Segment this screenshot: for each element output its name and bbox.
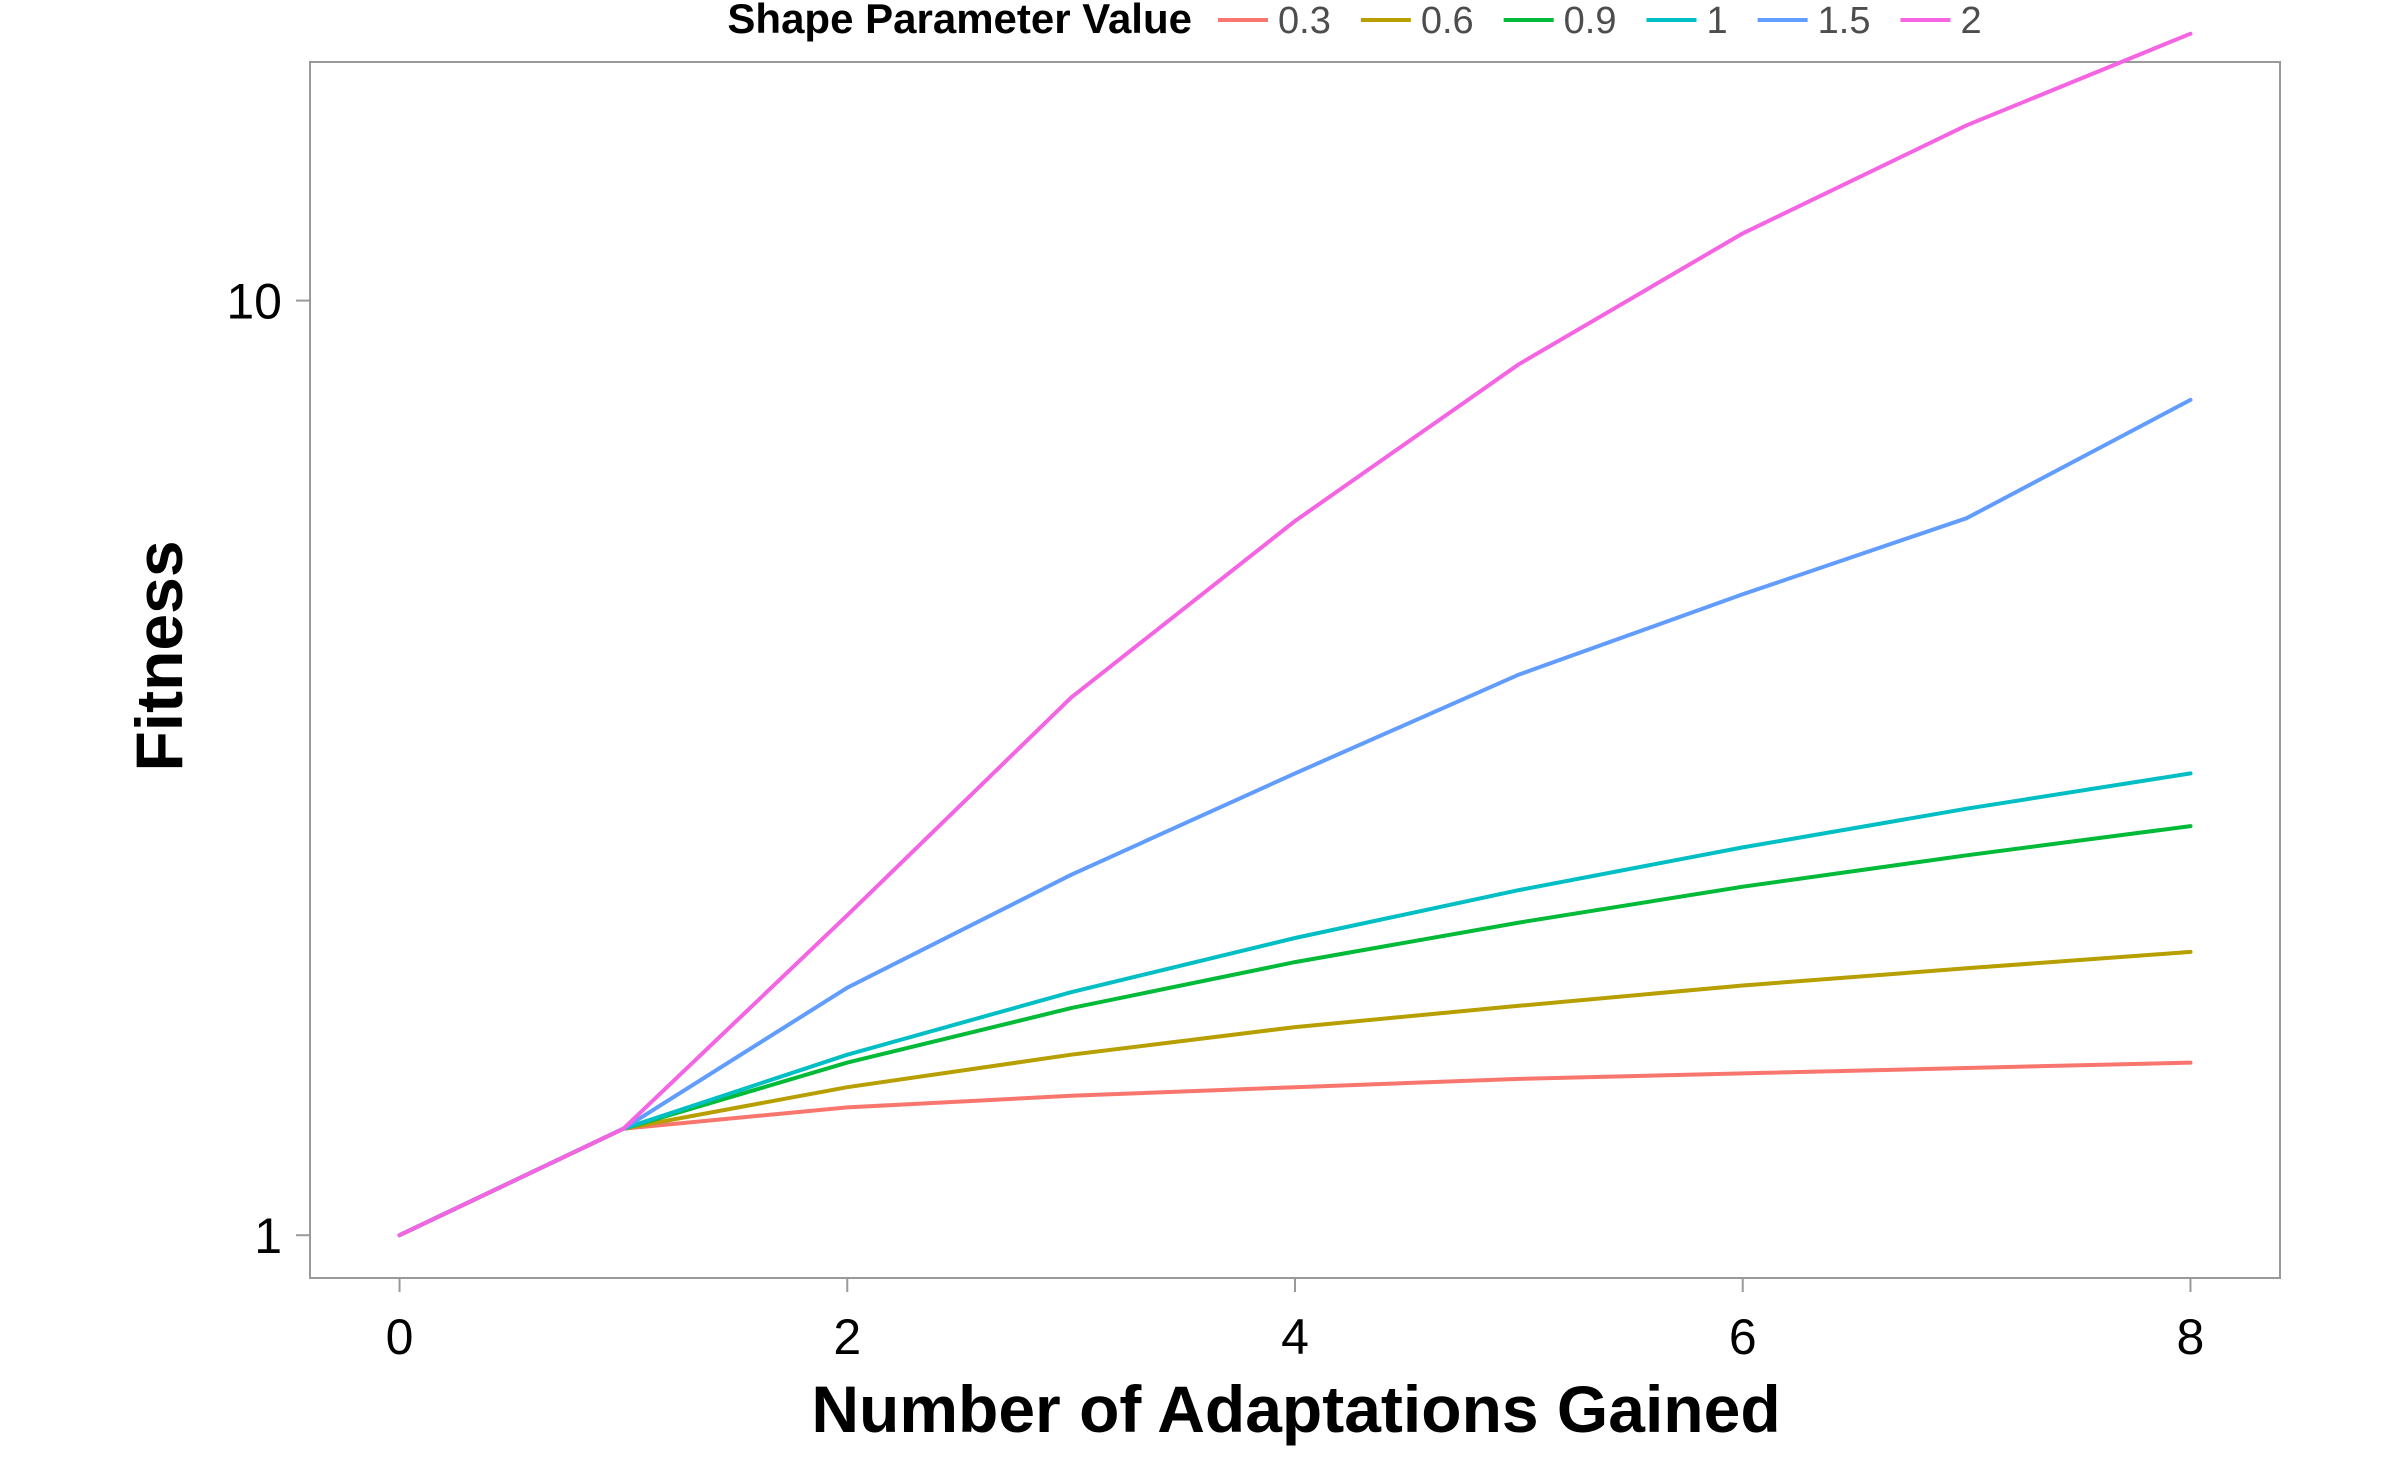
y-axis: 1 10 [226, 274, 310, 1264]
series-line-1 [397, 771, 2193, 1238]
series-line-2 [397, 31, 2193, 1238]
x-tick-label: 0 [386, 1309, 414, 1365]
series-lines [397, 31, 2193, 1238]
legend-item: 0.6 [1360, 0, 1474, 42]
y-axis-title: Fitness [122, 540, 196, 771]
x-tick-label: 8 [2177, 1309, 2205, 1365]
legend-label: 2 [1960, 0, 1981, 42]
series-line-1-5 [397, 397, 2193, 1238]
series-line-0-3 [397, 1060, 2193, 1238]
legend-label: 0.6 [1421, 0, 1474, 42]
y-tick-label: 1 [254, 1208, 282, 1264]
x-axis: 0 2 4 6 8 [386, 1278, 2205, 1365]
legend-item: 2 [1900, 0, 1982, 42]
legend-item: 0.9 [1503, 0, 1617, 42]
x-tick-label: 2 [833, 1309, 861, 1365]
plot-frame [309, 61, 2281, 1279]
legend-label: 1 [1706, 0, 1727, 42]
x-axis-title: Number of Adaptations Gained [811, 1372, 1780, 1446]
legend-label: 1.5 [1818, 0, 1871, 42]
x-tick-label: 4 [1281, 1309, 1309, 1365]
legend-item: 0.3 [1218, 0, 1331, 42]
legend-label: 0.9 [1564, 0, 1617, 42]
plot-area [309, 31, 2281, 1279]
series-line-0-9 [397, 824, 2193, 1238]
legend-items: 0.3 0.6 0.9 1 1.5 2 [1218, 0, 1982, 42]
legend: Shape Parameter Value 0.3 0.6 0.9 1 1.5 2 [727, 0, 1981, 42]
series-line-0-6 [397, 949, 2193, 1238]
x-tick-label: 6 [1729, 1309, 1757, 1365]
legend-item: 1 [1646, 0, 1728, 42]
legend-label: 0.3 [1278, 0, 1331, 42]
legend-item: 1.5 [1757, 0, 1871, 42]
legend-title: Shape Parameter Value [727, 0, 1192, 42]
y-tick-label: 10 [226, 274, 282, 330]
